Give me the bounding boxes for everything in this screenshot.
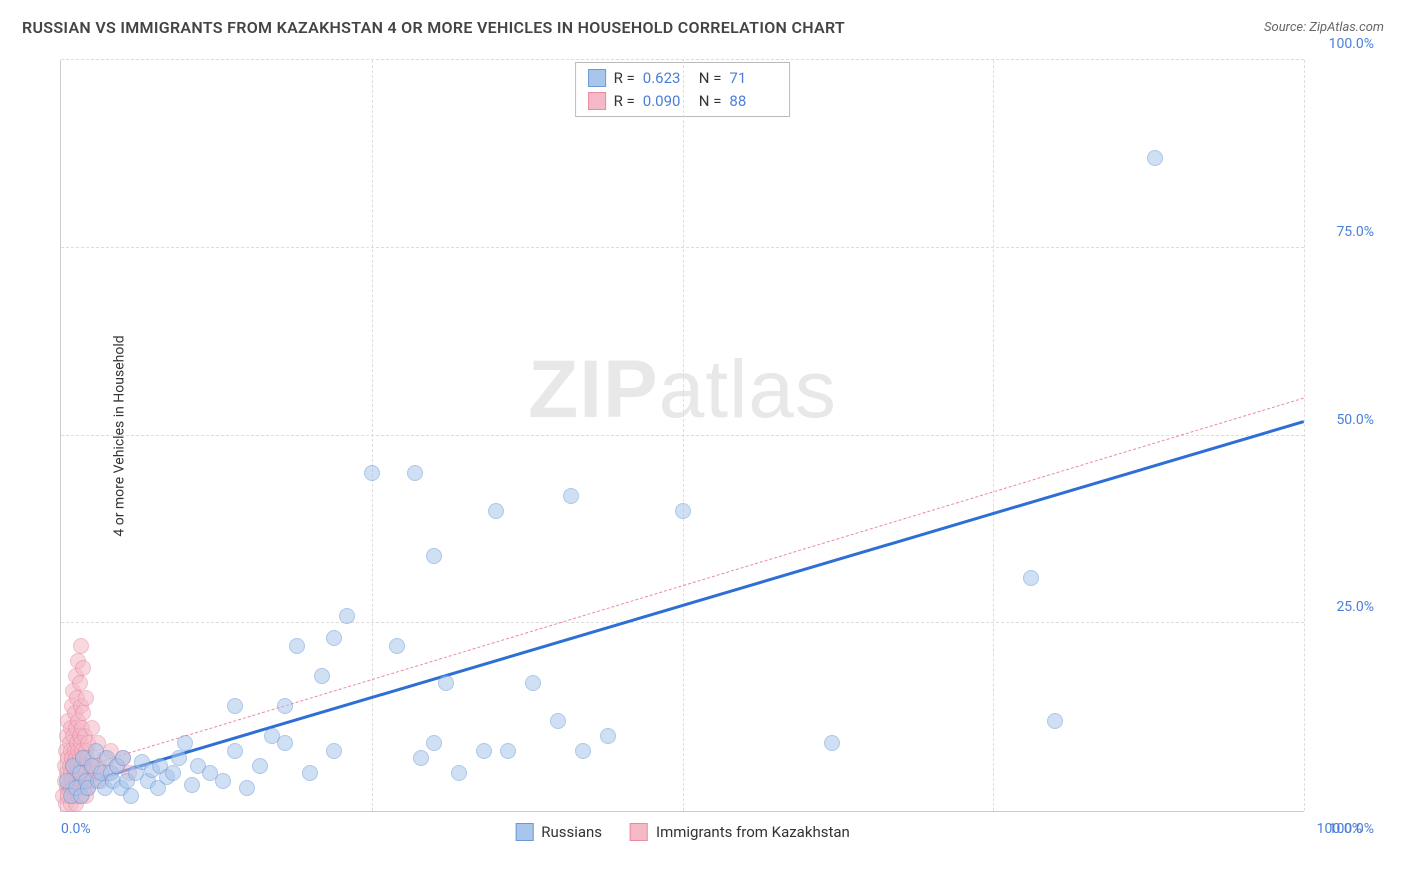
scatter-point [476,743,492,759]
stat-val-n: 71 [729,67,777,90]
y-tick-label: 50.0% [1314,412,1374,428]
plot-area: ZIPatlas 4 or more Vehicles in Household… [60,60,1304,812]
scatter-point [413,750,429,766]
scatter-point [600,728,616,744]
scatter-point [252,758,268,774]
scatter-point [326,630,342,646]
scatter-point [177,735,193,751]
scatter-point [289,638,305,654]
legend-item: Immigrants from Kazakhstan [630,823,850,841]
scatter-point [364,465,380,481]
scatter-point [488,503,504,519]
scatter-point [227,698,243,714]
legend-swatch [588,69,606,87]
stat-label-n: N = [699,90,722,113]
stat-val-n: 88 [729,90,777,113]
scatter-point [824,735,840,751]
scatter-point [675,503,691,519]
chart-title: RUSSIAN VS IMMIGRANTS FROM KAZAKHSTAN 4 … [22,18,845,37]
chart-header: RUSSIAN VS IMMIGRANTS FROM KAZAKHSTAN 4 … [22,18,1384,37]
scatter-point [426,548,442,564]
legend-swatch [630,823,648,841]
scatter-point [84,720,100,736]
y-tick-label: 75.0% [1314,224,1374,240]
x-tick-label: 0.0% [61,821,91,837]
scatter-point [302,765,318,781]
gridline-v [683,60,684,811]
scatter-point [72,675,88,691]
scatter-point [326,743,342,759]
scatter-point [575,743,591,759]
scatter-point [339,608,355,624]
bottom-legend: Russians Immigrants from Kazakhstan [515,823,850,841]
x-tick-label-max: 100.0% [1314,821,1374,837]
scatter-point [184,777,200,793]
scatter-point [75,660,91,676]
stat-label-r: R = [614,90,635,113]
scatter-point [1023,570,1039,586]
scatter-point [78,690,94,706]
scatter-point [438,675,454,691]
scatter-point [451,765,467,781]
scatter-point [1147,150,1163,166]
watermark-light: atlas [659,344,837,435]
scatter-point [215,773,231,789]
scatter-point [563,488,579,504]
scatter-point [1047,713,1063,729]
legend-label: Russians [541,823,602,841]
legend-label: Immigrants from Kazakhstan [656,823,850,841]
scatter-point [277,735,293,751]
scatter-point [277,698,293,714]
legend-swatch [588,92,606,110]
scatter-point [123,788,139,804]
scatter-point [73,638,89,654]
scatter-point [165,765,181,781]
stat-label-n: N = [699,67,722,90]
scatter-point [239,780,255,796]
scatter-point [227,743,243,759]
gridline-v [993,60,994,811]
scatter-point [550,713,566,729]
scatter-point [525,675,541,691]
scatter-point [426,735,442,751]
scatter-point [389,638,405,654]
y-tick-label: 25.0% [1314,599,1374,615]
chart-container: ZIPatlas 4 or more Vehicles in Household… [60,60,1384,842]
scatter-point [75,705,91,721]
scatter-point [407,465,423,481]
legend-item: Russians [515,823,602,841]
scatter-point [115,750,131,766]
scatter-point [171,750,187,766]
stat-val-r: 0.090 [643,90,691,113]
chart-source: Source: ZipAtlas.com [1264,20,1384,35]
legend-swatch [515,823,533,841]
scatter-point [314,668,330,684]
stat-label-r: R = [614,67,635,90]
gridline-v [1304,60,1305,811]
scatter-point [500,743,516,759]
stat-val-r: 0.623 [643,67,691,90]
watermark-bold: ZIP [528,344,659,435]
y-tick-label: 100.0% [1314,36,1374,52]
y-axis-label: 4 or more Vehicles in Household [112,335,128,536]
